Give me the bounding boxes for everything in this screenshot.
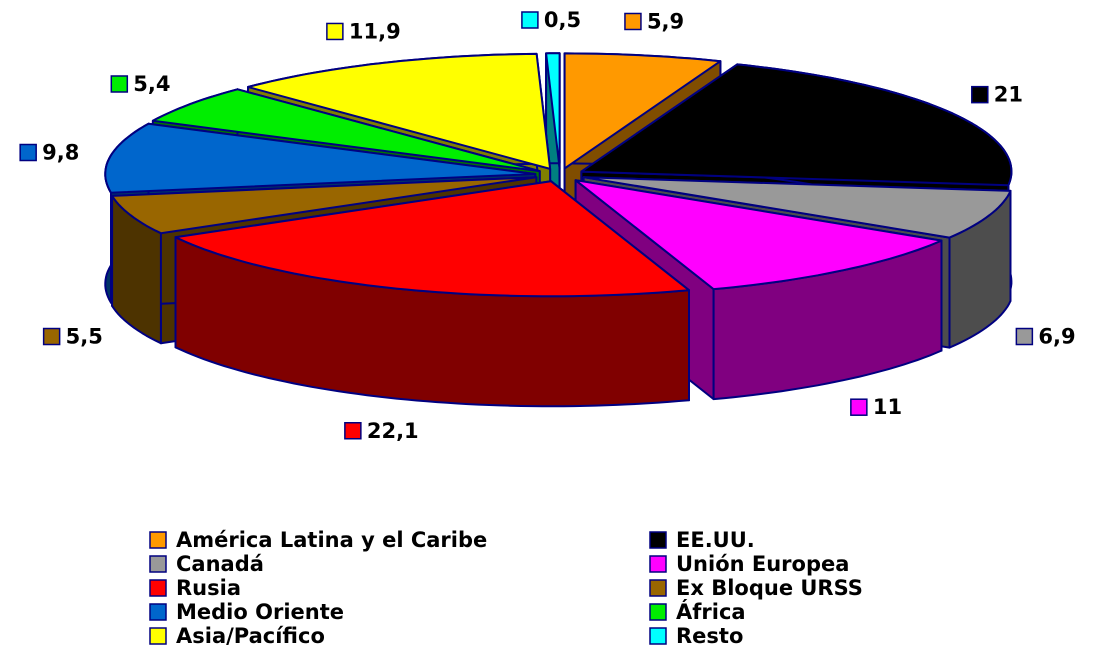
legend-swatch (149, 603, 167, 621)
legend-label: Canadá (176, 552, 264, 576)
slice (563, 52, 722, 170)
label-swatch (42, 327, 61, 346)
slice (582, 176, 1012, 239)
legend-swatch (149, 555, 167, 573)
slice (111, 176, 538, 235)
data-label: 0,5 (544, 8, 581, 32)
data-label: 9,8 (42, 141, 79, 165)
data-label: 5,4 (133, 72, 170, 96)
legend-swatch (649, 555, 667, 573)
slice (574, 179, 943, 291)
data-label: 6,9 (1038, 325, 1075, 349)
legend-swatch (649, 603, 667, 621)
data-label: 11,9 (349, 19, 401, 43)
legend-swatch (649, 531, 667, 549)
label-swatch (344, 422, 362, 440)
label-swatch (971, 85, 989, 104)
legend-label: Asia/Pacífico (176, 624, 325, 648)
slice (104, 122, 537, 194)
slice (151, 88, 541, 173)
label-swatch (521, 11, 539, 29)
slice (174, 180, 690, 298)
data-label: 21 (994, 83, 1023, 107)
legend-label: África (676, 599, 746, 624)
slice (247, 52, 552, 170)
slice (545, 52, 561, 170)
label-swatch (624, 12, 642, 31)
legend-label: EE.UU. (676, 528, 755, 552)
legend-label: Unión Europea (676, 552, 849, 576)
slice (580, 63, 1013, 187)
legend-label: Ex Bloque URSS (676, 576, 863, 600)
data-label: 5,9 (647, 9, 684, 33)
label-swatch (850, 398, 868, 416)
legend-swatch (649, 579, 667, 597)
label-swatch (326, 22, 344, 41)
legend-swatch (149, 627, 167, 645)
legend-label: Resto (676, 624, 743, 648)
legend-label: América Latina y el Caribe (176, 528, 487, 552)
data-label: 11 (873, 395, 902, 419)
legend-swatch (149, 579, 167, 597)
label-swatch (110, 75, 129, 93)
data-label: 5,5 (66, 325, 103, 349)
data-label: 22,1 (367, 419, 419, 443)
legend-label: Rusia (176, 576, 241, 600)
label-swatch (1015, 327, 1034, 346)
label-swatch (19, 143, 37, 162)
legend-label: Medio Oriente (176, 600, 344, 624)
legend-swatch (149, 531, 167, 549)
legend-swatch (649, 627, 667, 645)
